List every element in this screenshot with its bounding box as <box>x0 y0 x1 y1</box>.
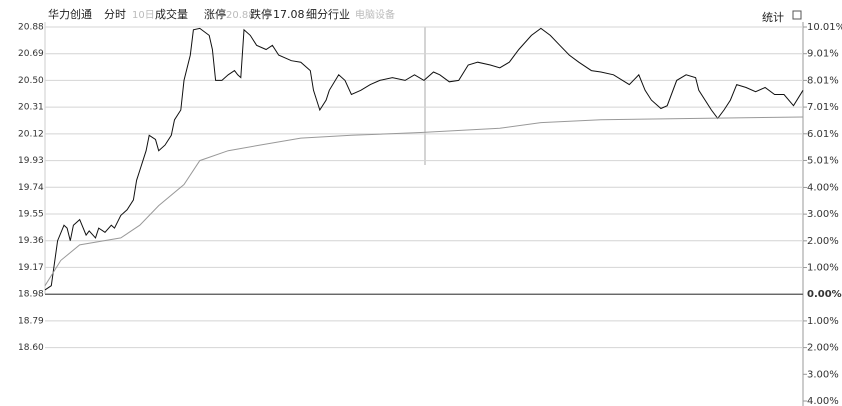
label: 细分行业 <box>306 8 350 21</box>
y-tick-label: 18.60 <box>18 343 44 353</box>
y-tick-label: 19.74 <box>18 183 44 193</box>
y-tick-label: 20.31 <box>18 103 44 113</box>
stats-button[interactable]: 统计 <box>762 11 784 24</box>
y2-tick-label: 6.01% <box>807 129 839 140</box>
value: 电脑设备 <box>355 8 395 21</box>
value: 17.08 <box>273 8 305 21</box>
price-line <box>44 27 804 291</box>
y2-tick-label: 3.00% <box>807 369 839 380</box>
y2-tick-label: 4.00% <box>807 396 839 406</box>
y2-tick-label: 2.00% <box>807 236 839 247</box>
y2-tick-label: 1.00% <box>807 316 839 327</box>
y-tick-label: 19.93 <box>18 156 44 166</box>
y-tick-label: 20.50 <box>18 76 44 86</box>
y2-tick-label: 1.00% <box>807 263 839 274</box>
y-tick-label: 20.88 <box>18 23 44 33</box>
y-tick-label: 18.98 <box>18 290 44 300</box>
y2-tick-label: 9.01% <box>807 49 839 60</box>
y-tick-label: 19.55 <box>18 210 44 220</box>
y-tick-label: 20.12 <box>18 129 44 139</box>
y2-tick-label: 8.01% <box>807 75 839 86</box>
price-line <box>44 116 804 286</box>
y2-tick-label: 2.00% <box>807 343 839 354</box>
y2-tick-label: 7.01% <box>807 102 839 113</box>
icon[interactable] <box>792 10 802 20</box>
y-tick-label: 20.69 <box>18 49 44 59</box>
label: 涨停 <box>204 7 226 21</box>
y2-tick-label: 10.01% <box>807 22 842 33</box>
tab[interactable]: 成交量 <box>155 7 188 21</box>
y-tick-label: 19.36 <box>18 236 44 246</box>
y2-tick-label: 4.00% <box>807 182 839 193</box>
y-tick-label: 19.17 <box>18 263 44 273</box>
y2-tick-label: 5.01% <box>807 155 839 166</box>
y2-tick-label: 3.00% <box>807 209 839 220</box>
value: 20.88 <box>226 10 255 21</box>
stock-name: 华力创通 <box>48 7 92 21</box>
y2-tick-label: 0.00% <box>807 289 842 300</box>
tab[interactable]: 10日 <box>132 10 155 21</box>
label: 跌停 <box>250 7 272 21</box>
tab[interactable]: 分时 <box>104 8 126 21</box>
y-tick-label: 18.79 <box>18 316 44 326</box>
